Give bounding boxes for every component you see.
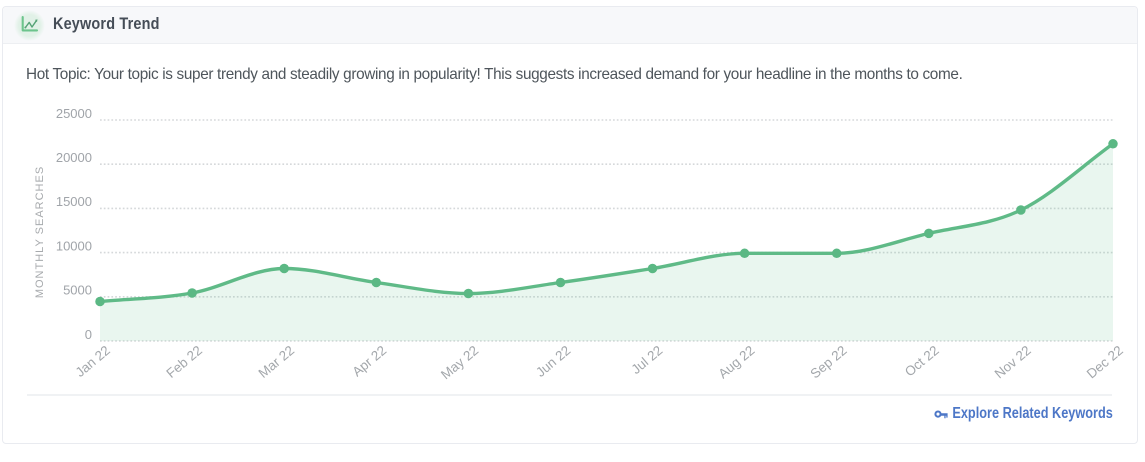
svg-text:Apr 22: Apr 22 <box>349 343 389 380</box>
svg-text:MONTHLY SEARCHES: MONTHLY SEARCHES <box>34 166 46 298</box>
svg-text:Oct 22: Oct 22 <box>902 343 942 380</box>
svg-text:May 22: May 22 <box>438 343 481 383</box>
svg-text:Jul 22: Jul 22 <box>628 343 665 377</box>
svg-text:20000: 20000 <box>56 150 92 165</box>
svg-text:Dec 22: Dec 22 <box>1084 343 1126 382</box>
svg-text:Feb 22: Feb 22 <box>163 343 205 381</box>
svg-text:10000: 10000 <box>56 238 92 253</box>
svg-text:25000: 25000 <box>56 106 92 121</box>
svg-text:Aug 22: Aug 22 <box>715 343 757 382</box>
svg-text:Mar 22: Mar 22 <box>256 343 298 381</box>
svg-text:0: 0 <box>85 327 92 342</box>
svg-text:5000: 5000 <box>63 283 92 298</box>
svg-text:Sep 22: Sep 22 <box>807 343 849 382</box>
svg-text:Jan 22: Jan 22 <box>72 343 112 380</box>
svg-text:Nov 22: Nov 22 <box>992 343 1034 382</box>
svg-text:15000: 15000 <box>56 194 92 209</box>
svg-text:Jun 22: Jun 22 <box>533 343 573 380</box>
